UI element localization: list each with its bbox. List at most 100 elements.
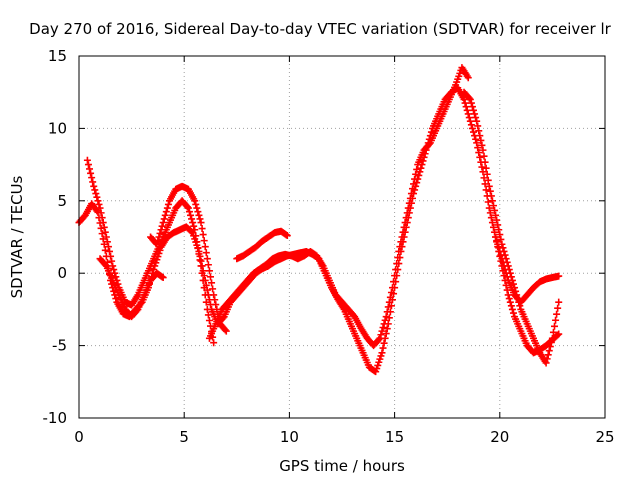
data-point [479,146,487,154]
data-point-interp [114,280,122,288]
data-point-interp [488,197,496,205]
data-point-interp [92,190,100,198]
data-point-interp [554,331,562,339]
series-track [83,156,218,347]
data-point-interp [100,223,108,231]
data-point-interp [97,209,105,217]
data-point-interp [164,200,172,208]
data-point-interp [503,273,511,281]
data-point-interp [374,361,382,369]
data-point-interp [489,223,497,231]
data-point-interp [204,311,212,319]
data-point-interp [400,223,408,231]
data-point [102,233,110,241]
data-point-interp [103,238,111,246]
data-point-interp [467,121,475,129]
x-tick-label: 0 [74,428,84,446]
data-point-interp [84,161,92,169]
data-point-interp [89,178,97,186]
series-track [96,255,167,321]
data-point-interp [156,229,164,237]
data-point-interp [553,310,561,318]
y-tick-label: -10 [43,409,68,427]
data-point-interp [112,273,120,281]
data-point-interp [483,170,491,178]
data-point-interp [484,198,492,206]
data-point-interp [491,206,499,214]
plot-frame [78,55,606,419]
data-point-interp [190,222,198,230]
data-point-interp [468,103,476,111]
data-series [75,64,563,376]
x-tick-label: 10 [280,428,299,446]
data-point-interp [98,214,106,222]
data-point-interp [544,351,552,359]
data-point [473,117,481,125]
data-point-interp [385,298,393,306]
data-point-interp [88,174,96,182]
data-point-interp [486,209,494,217]
data-point [479,168,487,176]
data-point-interp [99,219,107,227]
data-point-interp [193,204,201,212]
data-point-interp [377,331,385,339]
data-point-interp [379,324,387,331]
data-point-interp [487,192,495,200]
data-point-interp [158,222,166,230]
data-point [197,219,205,227]
data-point-interp [390,278,398,286]
data-point-interp [463,106,471,114]
data-point [464,74,472,82]
data-point-interp [495,226,503,234]
data-point-interp [98,230,106,238]
data-point-interp [382,330,390,338]
data-point-interp [385,314,393,322]
data-point-interp [417,164,425,172]
data-point-interp [379,344,387,352]
data-point [555,298,563,306]
data-point-interp [212,301,220,309]
data-point-interp [474,144,482,152]
data-point-interp [381,316,389,324]
data-point-interp [205,267,213,275]
data-point-interp [491,228,499,236]
data-point-interp [488,219,496,227]
data-point-interp [201,291,209,299]
data-point-interp [507,302,515,310]
data-point-interp [93,193,101,201]
data-point-interp [95,200,103,208]
data-point-interp [376,355,384,363]
data-point [83,156,91,164]
data-point-interp [402,214,410,222]
data-point [555,330,563,338]
data-point-interp [101,228,109,236]
data-point-interp [375,336,383,344]
data-point [492,233,500,241]
y-tick-label: -5 [52,337,67,355]
data-point-interp [481,180,489,188]
data-point-interp [205,317,213,325]
data-point-interp [154,237,162,245]
data-point [376,334,384,342]
data-point-interp [378,327,386,335]
data-point-interp [161,211,169,219]
data-point-interp [412,170,420,178]
data-point-interp [202,298,210,306]
data-point-interp [419,157,427,165]
data-point-interp [462,103,470,111]
data-point-interp [425,140,433,148]
x-tick-label: 20 [490,428,509,446]
data-point-interp [399,228,407,236]
y-tick-label: 10 [48,119,67,137]
data-point-interp [464,110,472,118]
data-point-interp [413,179,421,187]
data-point [498,255,506,263]
data-point-interp [552,316,560,324]
data-point-interp [97,224,105,232]
data-point-interp [160,215,168,223]
data-point [96,204,104,212]
data-point-interp [554,304,562,312]
data-point-interp [150,266,158,274]
x-tick-label: 15 [385,428,404,446]
data-point-interp [200,237,208,245]
